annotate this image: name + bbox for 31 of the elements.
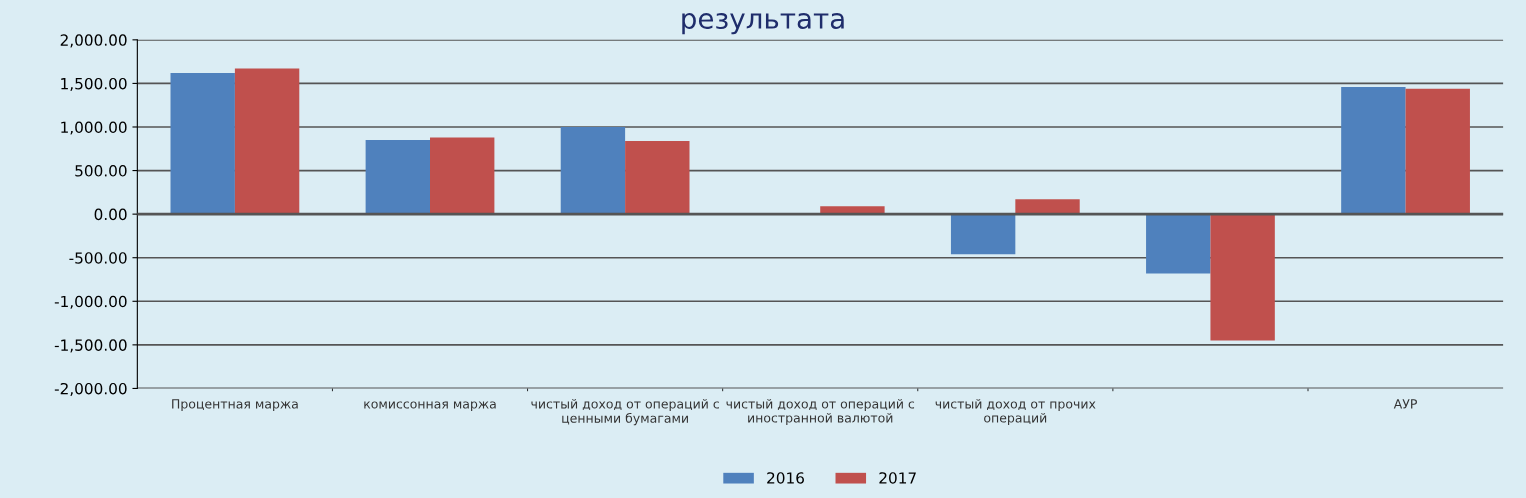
y-tick-label: 0.00	[94, 208, 127, 221]
x-tick-label: чистый доход от операций с ценными бумагами	[531, 398, 719, 426]
bar	[1341, 86, 1406, 215]
x-tick-label: чистый доход от прочих операций	[935, 398, 1096, 425]
bar	[1015, 199, 1080, 215]
y-tick-label: -500.00	[69, 252, 127, 264]
legend-label: 2016	[767, 472, 804, 484]
bar	[234, 68, 300, 215]
bar	[1405, 88, 1470, 215]
x-tick-label: Процентная маржа	[172, 399, 298, 411]
bar	[430, 137, 495, 215]
y-tick-label: -1,500.00	[54, 339, 127, 353]
legend-label: 2017	[879, 472, 916, 484]
y-tick-label: 500.00	[75, 165, 127, 177]
y-tick-label: 2,000.00	[60, 34, 127, 48]
y-tick-label: -1,000.00	[54, 295, 127, 309]
bar	[170, 72, 235, 215]
bar	[365, 140, 431, 215]
x-tick-label: АУР	[1393, 399, 1417, 409]
bar	[1146, 214, 1211, 274]
y-tick-label: 1,500.00	[61, 77, 127, 91]
bar	[1210, 214, 1275, 341]
bar	[560, 126, 626, 215]
bar	[625, 140, 690, 215]
x-tick-label: комиссонная маржа	[364, 401, 496, 411]
chart-title: результата	[682, 13, 844, 35]
y-tick-label: -2,000.00	[54, 382, 127, 397]
y-tick-label: 1,000.00	[61, 121, 127, 135]
x-tick-label: чистый доход от операций с иностранной валютой	[726, 398, 915, 425]
bar	[950, 214, 1016, 255]
bar	[820, 206, 885, 215]
